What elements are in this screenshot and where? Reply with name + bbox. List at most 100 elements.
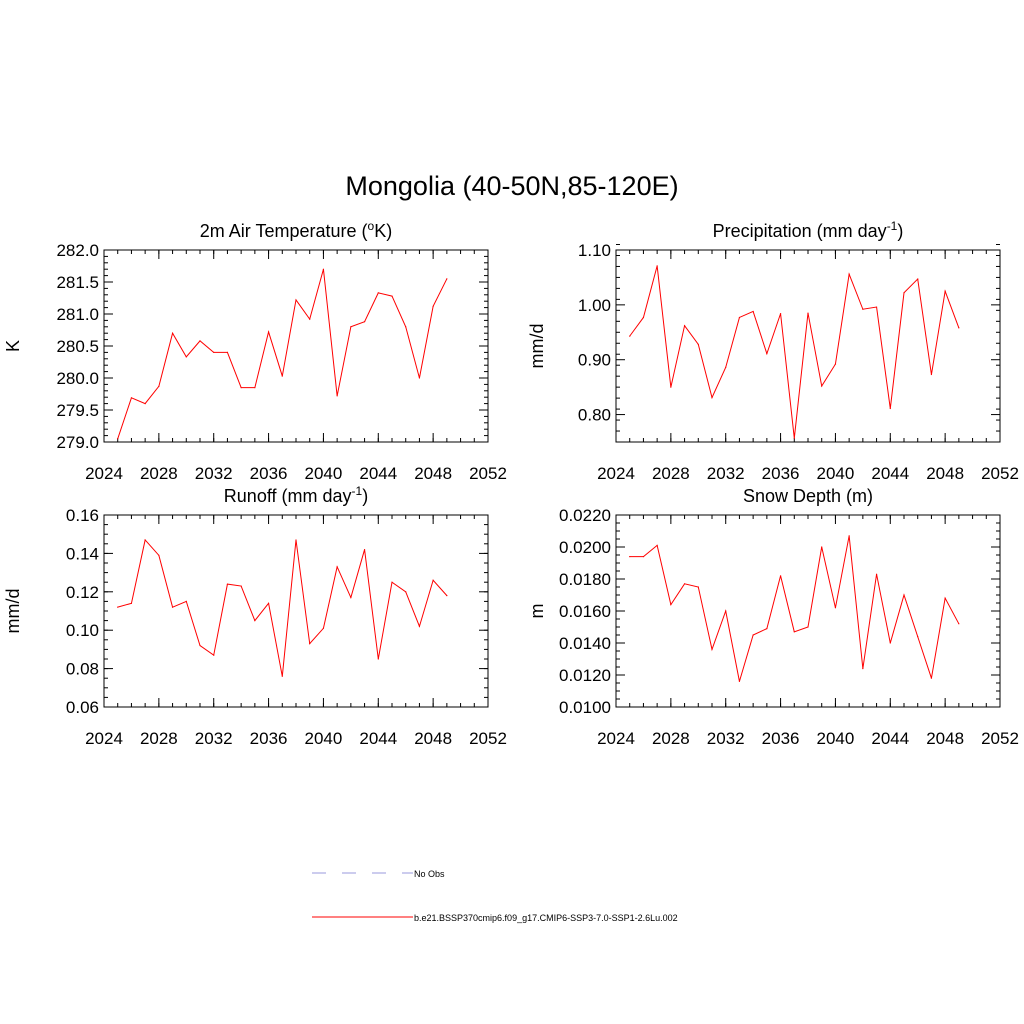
data-point <box>158 554 160 556</box>
x-tick-label: 2024 <box>597 464 635 483</box>
data-point <box>807 312 809 314</box>
data-point <box>130 397 133 399</box>
data-point <box>226 583 229 585</box>
data-point <box>779 313 782 315</box>
x-tick-label: 2036 <box>762 464 800 483</box>
data-point <box>697 586 699 588</box>
data-point <box>267 331 270 333</box>
y-tick-label: 0.16 <box>66 506 99 525</box>
x-tick-label: 2044 <box>359 729 397 748</box>
x-tick-label: 2044 <box>359 464 397 483</box>
data-point <box>117 606 119 608</box>
x-tick-label: 2024 <box>597 729 635 748</box>
x-tick-label: 2028 <box>652 729 690 748</box>
y-tick-label: 0.0200 <box>559 538 611 557</box>
data-point <box>117 438 119 440</box>
x-tick-label: 2040 <box>305 464 343 483</box>
data-point <box>930 677 933 679</box>
y-tick-label: 279.0 <box>56 433 99 452</box>
data-point <box>240 585 242 587</box>
data-point <box>779 575 782 577</box>
data-point <box>862 308 864 310</box>
x-tick-label: 2052 <box>469 464 507 483</box>
data-point <box>185 600 187 603</box>
data-point <box>144 403 146 405</box>
data-point <box>446 595 448 597</box>
data-point <box>391 581 393 583</box>
data-point <box>377 292 379 294</box>
data-point <box>226 351 229 353</box>
data-point <box>862 668 864 670</box>
y-axis-label: m <box>527 604 547 619</box>
data-point <box>213 654 215 656</box>
y-tick-label: 0.12 <box>66 583 99 602</box>
legend-label-no-obs: No Obs <box>414 869 445 879</box>
data-point <box>903 292 905 294</box>
x-tick-label: 2052 <box>981 729 1019 748</box>
x-tick-label: 2032 <box>707 464 745 483</box>
plot-frame <box>615 249 1001 443</box>
data-point <box>683 583 686 585</box>
x-tick-label: 2052 <box>981 464 1019 483</box>
y-axis-label: mm/d <box>3 589 23 634</box>
data-point <box>889 642 891 644</box>
data-point <box>917 278 919 280</box>
data-point <box>875 573 878 575</box>
data-point <box>944 597 946 599</box>
data-point <box>930 373 933 376</box>
y-tick-label: 0.0160 <box>559 602 611 621</box>
y-tick-label: 280.5 <box>56 337 99 356</box>
data-point <box>697 343 699 345</box>
data-point <box>793 631 795 633</box>
data-point <box>130 602 133 604</box>
x-tick-label: 2044 <box>871 729 909 748</box>
data-point <box>725 610 727 612</box>
data-point <box>185 356 187 358</box>
data-point <box>309 318 311 320</box>
data-point <box>171 606 174 608</box>
y-tick-label: 281.0 <box>56 305 99 324</box>
x-tick-label: 2024 <box>85 464 123 483</box>
y-tick-label: 1.10 <box>578 241 611 260</box>
data-point <box>875 306 878 308</box>
data-point <box>322 268 325 270</box>
panel-runoff: Runoff (mm day-1) 2024 2028 2032 2036 2040 204… <box>3 484 507 748</box>
data-point <box>213 351 215 353</box>
data-point <box>363 321 366 323</box>
data-point <box>656 544 658 547</box>
y-tick-label: 0.0220 <box>559 506 611 525</box>
data-point <box>752 634 754 636</box>
y-tick-label: 1.00 <box>578 296 611 315</box>
data-point <box>309 643 311 645</box>
data-point <box>254 387 256 389</box>
y-tick-label: 0.08 <box>66 660 99 679</box>
data-point <box>889 407 891 410</box>
x-tick-label: 2048 <box>414 729 452 748</box>
y-tick-label: 0.0120 <box>559 666 611 685</box>
x-tick-label: 2028 <box>652 464 690 483</box>
panel-title: Runoff (mm day-1) <box>224 484 368 506</box>
x-tick-label: 2028 <box>140 464 178 483</box>
data-point <box>917 636 919 638</box>
series-line <box>117 538 448 677</box>
x-tick-label: 2048 <box>414 464 452 483</box>
data-point <box>738 680 741 683</box>
data-point <box>199 644 201 647</box>
x-tick-label: 2036 <box>250 464 288 483</box>
x-tick-label: 2044 <box>871 464 909 483</box>
data-point <box>377 658 379 660</box>
data-point <box>821 546 823 548</box>
y-tick-label: 0.90 <box>578 351 611 370</box>
x-tick-label: 2040 <box>817 729 855 748</box>
data-point <box>171 332 174 334</box>
y-tick-label: 280.0 <box>56 369 99 388</box>
data-point <box>848 535 850 537</box>
y-axis-label: mm/d <box>527 324 547 369</box>
data-point <box>199 340 201 342</box>
data-point <box>725 366 727 368</box>
series-line <box>629 265 960 439</box>
data-point <box>642 316 645 319</box>
data-point <box>240 387 242 389</box>
x-tick-label: 2024 <box>85 729 123 748</box>
